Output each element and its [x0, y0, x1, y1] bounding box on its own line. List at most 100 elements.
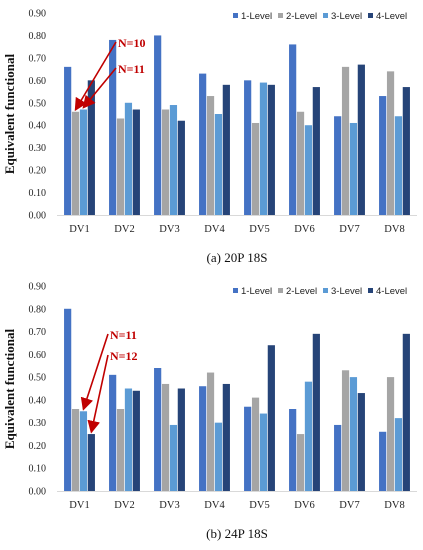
bar-1-level-dv2	[109, 374, 117, 491]
bar-4-level-dv4	[222, 383, 230, 491]
y-tick-label: 0.40	[29, 121, 47, 132]
annotation-label: N=10	[118, 36, 146, 50]
x-tick-label: DV4	[204, 224, 225, 235]
legend-label: 3-Level	[331, 286, 362, 297]
y-axis-title: Equivalent functional	[2, 328, 17, 449]
legend-swatch	[233, 288, 238, 293]
annotation-label: N=11	[110, 328, 137, 342]
bar-4-level-dv8	[402, 333, 410, 491]
legend-swatch	[233, 13, 238, 18]
bar-3-level-dv3	[169, 424, 178, 491]
bar-1-level-dv5	[244, 406, 252, 491]
annotation-arrow	[74, 41, 117, 112]
bar-3-level-dv6	[304, 125, 313, 215]
bar-4-level-dv2	[132, 390, 140, 491]
y-tick-label: 0.30	[29, 418, 47, 429]
annotation-arrow	[82, 67, 117, 109]
legend-swatch	[323, 13, 328, 18]
bar-2-level-dv6	[296, 434, 305, 491]
x-tick-label: DV2	[114, 500, 134, 511]
bar-4-level-dv3	[177, 388, 185, 491]
bar-2-level-dv6	[296, 111, 305, 215]
bar-3-level-dv8	[394, 116, 403, 215]
y-tick-label: 0.50	[29, 373, 47, 384]
y-tick-label: 0.10	[29, 464, 47, 475]
legend-label: 2-Level	[286, 11, 317, 22]
legend-swatch	[278, 288, 283, 293]
y-tick-label: 0.70	[29, 327, 47, 338]
x-tick-label: DV6	[294, 224, 314, 235]
bar-1-level-dv7	[334, 116, 342, 215]
y-tick-label: 0.80	[29, 31, 47, 42]
bar-2-level-dv3	[161, 109, 170, 215]
bar-1-level-dv7	[334, 424, 342, 491]
y-tick-label: 0.80	[29, 304, 47, 315]
bar-4-level-dv6	[312, 87, 320, 215]
bar-1-level-dv3	[154, 35, 162, 215]
bar-3-level-dv1	[79, 411, 88, 491]
bar-4-level-dv4	[222, 84, 230, 215]
x-tick-label: DV1	[69, 500, 89, 511]
x-tick-label: DV3	[159, 500, 179, 511]
bar-3-level-dv3	[169, 105, 178, 215]
bar-4-level-dv5	[267, 345, 275, 491]
bar-2-level-dv2	[116, 118, 125, 215]
annotation-label: N=11	[118, 62, 145, 76]
bar-3-level-dv4	[214, 114, 223, 215]
bar-3-level-dv2	[124, 388, 133, 491]
y-tick-label: 0.00	[29, 487, 47, 498]
annotation-arrow	[87, 354, 109, 434]
bar-4-level-dv2	[132, 109, 140, 215]
legend-label: 2-Level	[286, 286, 317, 297]
y-tick-label: 0.20	[29, 441, 47, 452]
y-tick-label: 0.50	[29, 98, 47, 109]
bar-4-level-dv8	[402, 87, 410, 215]
y-tick-label: 0.40	[29, 395, 47, 406]
legend-label: 1-Level	[241, 286, 272, 297]
bar-2-level-dv2	[116, 409, 125, 491]
bar-4-level-dv7	[357, 64, 365, 215]
bar-4-level-dv1	[87, 434, 95, 491]
bar-3-level-dv8	[394, 418, 403, 491]
bar-2-level-dv5	[251, 122, 260, 215]
chart-20p-18s: 0.00 0.10 0.20 0.30 0.40 0.50 0.60 0.70 0.80 0.90…	[2, 9, 417, 265]
bar-3-level-dv1	[79, 109, 88, 215]
bar-2-level-dv5	[251, 397, 260, 491]
legend-swatch	[278, 13, 283, 18]
x-tick-label: DV4	[204, 500, 225, 511]
legend-swatch	[323, 288, 328, 293]
x-tick-label: DV3	[159, 224, 179, 235]
x-tick-label: DV5	[249, 500, 269, 511]
legend-label: 3-Level	[331, 11, 362, 22]
bar-1-level-dv1	[64, 66, 72, 215]
y-tick-label: 0.20	[29, 166, 47, 177]
bar-3-level-dv2	[124, 102, 133, 215]
bar-3-level-dv5	[259, 82, 268, 215]
annotation-label: N=12	[110, 349, 138, 363]
bar-2-level-dv8	[386, 377, 395, 491]
bar-1-level-dv6	[289, 44, 297, 215]
bar-1-level-dv6	[289, 409, 297, 491]
bar-3-level-dv6	[304, 381, 313, 491]
bar-3-level-dv4	[214, 422, 223, 491]
legend-label: 4-Level	[376, 286, 407, 297]
legend-label: 4-Level	[376, 11, 407, 22]
y-tick-label: 0.60	[29, 76, 47, 87]
legend-swatch	[368, 288, 373, 293]
bar-2-level-dv1	[71, 111, 80, 215]
bar-4-level-dv3	[177, 120, 185, 215]
bar-1-level-dv2	[109, 39, 117, 215]
bar-4-level-dv1	[87, 80, 95, 215]
x-tick-label: DV8	[384, 224, 404, 235]
chart-24p-18s: 0.00 0.10 0.20 0.30 0.40 0.50 0.60 0.70 0.80 0.90…	[2, 282, 417, 541]
legend-swatch	[368, 13, 373, 18]
bar-2-level-dv4	[206, 372, 215, 491]
bar-3-level-dv7	[349, 377, 358, 491]
bar-1-level-dv5	[244, 80, 252, 215]
x-tick-label: DV6	[294, 500, 314, 511]
bar-2-level-dv1	[71, 409, 80, 491]
y-tick-label: 0.00	[29, 211, 47, 222]
bar-2-level-dv7	[341, 66, 350, 215]
annotation-arrow	[80, 333, 109, 411]
y-tick-label: 0.30	[29, 143, 47, 154]
